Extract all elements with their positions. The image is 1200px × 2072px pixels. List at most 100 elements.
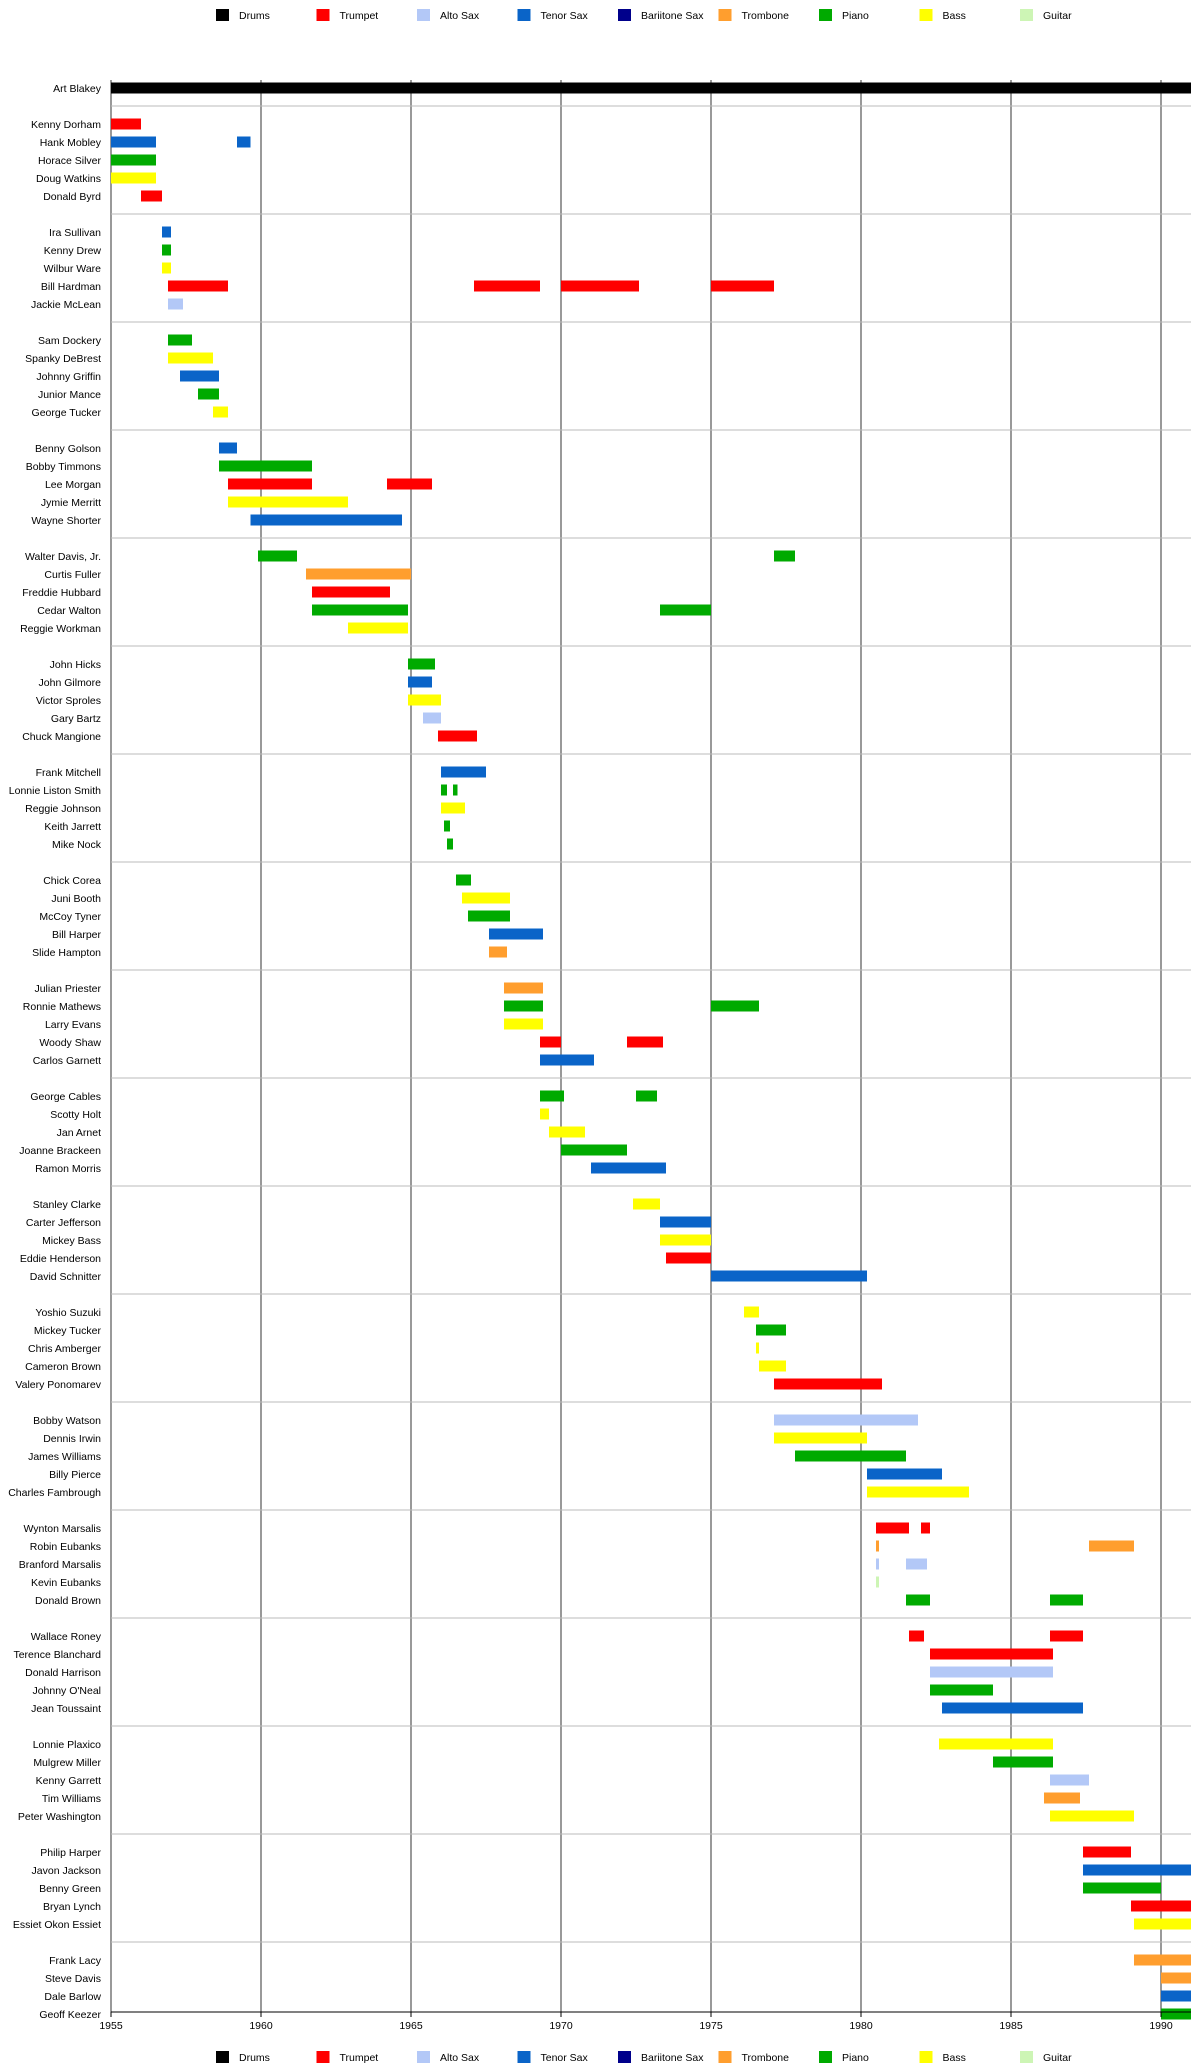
member-label-ira-sullivan: Ira Sullivan xyxy=(49,227,101,239)
bar-jackie-mclean-0 xyxy=(168,298,183,310)
member-label-doug-watkins: Doug Watkins xyxy=(36,173,101,185)
top-legend-label-guitar: Guitar xyxy=(1043,10,1072,22)
bar-ronnie-mathews-1 xyxy=(711,1000,759,1012)
bar-chuck-mangione-0 xyxy=(438,730,477,742)
top-legend-swatch-trombone xyxy=(718,9,732,21)
bar-bill-hardman-2 xyxy=(561,280,639,292)
bar-chris-amberger-0 xyxy=(756,1342,759,1354)
member-label-james-williams: James Williams xyxy=(28,1451,101,1463)
bar-wallace-roney-1 xyxy=(1050,1630,1083,1642)
bar-frank-lacy-0 xyxy=(1134,1954,1191,1966)
bar-horace-silver-0 xyxy=(111,154,156,166)
bar-ramon-morris-0 xyxy=(591,1162,666,1174)
member-label-keith-jarrett: Keith Jarrett xyxy=(44,821,101,833)
bar-reggie-johnson-0 xyxy=(441,802,465,814)
bar-mickey-bass-0 xyxy=(660,1234,711,1246)
x-tick-label-1965: 1965 xyxy=(399,2020,423,2032)
member-label-julian-priester: Julian Priester xyxy=(34,983,101,995)
bar-donald-brown-1 xyxy=(1050,1594,1083,1606)
member-label-jymie-merritt: Jymie Merritt xyxy=(41,497,101,509)
bar-donald-byrd-0 xyxy=(141,190,162,202)
bar-hank-mobley-0 xyxy=(111,136,156,148)
bar-victor-sproles-0 xyxy=(408,694,441,706)
member-label-valery-ponomarev: Valery Ponomarev xyxy=(15,1379,101,1391)
top-legend-swatch-bariitone-sax xyxy=(618,9,631,21)
bar-bill-hardman-1 xyxy=(474,280,540,292)
x-tick-label-1955: 1955 xyxy=(99,2020,123,2032)
member-label-reggie-johnson: Reggie Johnson xyxy=(25,803,101,815)
member-label-tim-williams: Tim Williams xyxy=(42,1793,101,1805)
member-label-mccoy-tyner: McCoy Tyner xyxy=(39,911,101,923)
member-label-geoff-keezer: Geoff Keezer xyxy=(39,2009,101,2021)
bar-geoff-keezer-0 xyxy=(1161,2008,1191,2020)
bar-charles-fambrough-0 xyxy=(867,1486,969,1498)
top-legend-swatch-trumpet xyxy=(316,9,330,21)
bar-cedar-walton-1 xyxy=(660,604,711,616)
member-label-mulgrew-miller: Mulgrew Miller xyxy=(33,1757,101,1769)
top-legend-swatch-bass xyxy=(919,9,933,21)
member-label-joanne-brackeen: Joanne Brackeen xyxy=(19,1145,101,1157)
member-label-donald-byrd: Donald Byrd xyxy=(43,191,101,203)
top-legend-label-trombone: Trombone xyxy=(742,10,790,22)
member-label-mickey-tucker: Mickey Tucker xyxy=(34,1325,102,1337)
x-tick-label-1975: 1975 xyxy=(699,2020,723,2032)
bar-lee-morgan-1 xyxy=(387,478,432,490)
bar-dale-barlow-0 xyxy=(1161,1990,1191,2002)
bar-kenny-drew-0 xyxy=(162,244,171,256)
bottom-legend-label-bass: Bass xyxy=(943,2052,966,2064)
member-label-jean-toussaint: Jean Toussaint xyxy=(31,1703,101,1715)
bar-billy-pierce-0 xyxy=(867,1468,942,1480)
bar-donald-harrison-0 xyxy=(930,1666,1053,1678)
member-label-philip-harper: Philip Harper xyxy=(40,1847,101,1859)
member-label-chuck-mangione: Chuck Mangione xyxy=(22,731,101,743)
bottom-legend-swatch-guitar xyxy=(1020,2051,1033,2063)
member-label-juni-booth: Juni Booth xyxy=(51,893,101,905)
member-label-dale-barlow: Dale Barlow xyxy=(44,1991,101,2003)
member-label-jackie-mclean: Jackie McLean xyxy=(31,299,101,311)
bar-joanne-brackeen-0 xyxy=(561,1144,627,1156)
top-legend-swatch-guitar xyxy=(1020,9,1033,21)
member-label-david-schnitter: David Schnitter xyxy=(30,1271,102,1283)
bar-junior-mance-0 xyxy=(198,388,219,400)
top-legend-label-bass: Bass xyxy=(943,10,966,22)
member-label-wallace-roney: Wallace Roney xyxy=(31,1631,102,1643)
bar-george-cables-1 xyxy=(636,1090,657,1102)
bottom-legend-swatch-bass xyxy=(919,2051,933,2063)
bar-carlos-garnett-0 xyxy=(540,1054,594,1066)
member-label-donald-brown: Donald Brown xyxy=(35,1595,101,1607)
member-label-carlos-garnett: Carlos Garnett xyxy=(33,1055,101,1067)
bar-yoshio-suzuki-0 xyxy=(744,1306,759,1318)
bar-johnny-o-neal-0 xyxy=(930,1684,993,1696)
member-label-bill-harper: Bill Harper xyxy=(52,929,102,941)
bar-johnny-griffin-0 xyxy=(180,370,219,382)
bar-mccoy-tyner-0 xyxy=(468,910,510,922)
bar-wilbur-ware-0 xyxy=(162,262,171,274)
bottom-legend-swatch-bariitone-sax xyxy=(618,2051,631,2063)
bar-wayne-shorter-0 xyxy=(250,514,402,526)
member-label-mike-nock: Mike Nock xyxy=(52,839,102,851)
member-label-bobby-timmons: Bobby Timmons xyxy=(26,461,101,473)
x-tick-label-1990: 1990 xyxy=(1149,2020,1173,2032)
bar-stanley-clarke-0 xyxy=(633,1198,660,1210)
member-label-stanley-clarke: Stanley Clarke xyxy=(33,1199,101,1211)
chart-grid xyxy=(110,80,1191,2012)
bar-spanky-debrest-0 xyxy=(168,352,213,364)
bar-david-schnitter-0 xyxy=(711,1270,867,1282)
bar-javon-jackson-0 xyxy=(1083,1864,1191,1876)
bar-bill-harper-0 xyxy=(489,928,543,940)
member-label-curtis-fuller: Curtis Fuller xyxy=(44,569,101,581)
member-label-gary-bartz: Gary Bartz xyxy=(51,713,101,725)
member-label-mickey-bass: Mickey Bass xyxy=(42,1235,101,1247)
x-tick-label-1960: 1960 xyxy=(249,2020,273,2032)
bottom-legend-label-drums: Drums xyxy=(239,2052,270,2064)
bar-george-cables-0 xyxy=(540,1090,564,1102)
member-label-slide-hampton: Slide Hampton xyxy=(32,947,101,959)
bar-branford-marsalis-1 xyxy=(906,1558,927,1570)
top-legend-swatch-alto-sax xyxy=(417,9,430,21)
member-label-eddie-henderson: Eddie Henderson xyxy=(20,1253,101,1265)
member-label-kenny-dorham: Kenny Dorham xyxy=(31,119,101,131)
bottom-legend-swatch-tenor-sax xyxy=(517,2051,531,2063)
member-label-cameron-brown: Cameron Brown xyxy=(25,1361,101,1373)
bar-philip-harper-0 xyxy=(1083,1846,1131,1858)
